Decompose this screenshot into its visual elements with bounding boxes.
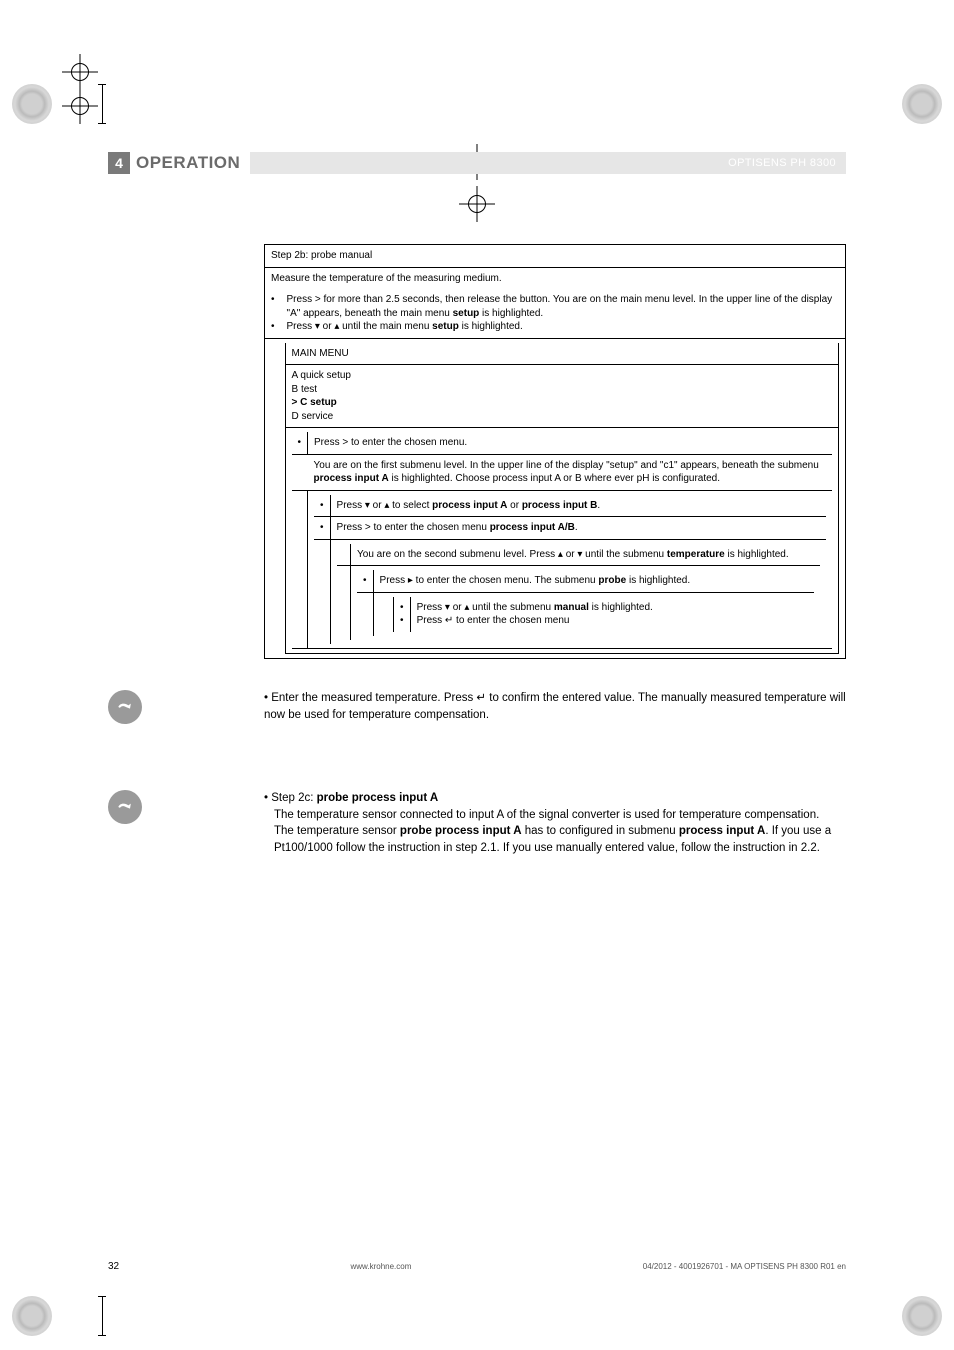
page-number: 32 — [108, 1261, 119, 1272]
step-2b-block: Step 2b: probe manual Measure the temper… — [264, 244, 846, 659]
product-label: OPTISENS PH 8300 — [250, 152, 846, 174]
intro-text: Measure the temperature of the measuring… — [271, 273, 502, 284]
section-title: OPERATION — [136, 153, 240, 173]
section-number: 4 — [108, 152, 130, 174]
footer-url: www.krohne.com — [119, 1262, 643, 1271]
main-menu-items: A quick setup B test > C setup D service — [285, 365, 839, 428]
hand-icon — [108, 790, 142, 824]
main-menu-label: MAIN MENU — [292, 347, 833, 361]
page-footer: 32 www.krohne.com 04/2012 - 4001926701 -… — [108, 1261, 846, 1272]
note-1: • Enter the measured temperature. Press … — [108, 690, 846, 724]
note-2: • Step 2c: probe process input A The tem… — [108, 790, 846, 857]
page-header: 4 OPERATION OPTISENS PH 8300 — [108, 151, 846, 175]
footer-doc: 04/2012 - 4001926701 - MA OPTISENS PH 83… — [643, 1262, 846, 1271]
hand-icon — [108, 690, 142, 724]
step2b-title: Step 2b: probe manual — [265, 245, 846, 268]
